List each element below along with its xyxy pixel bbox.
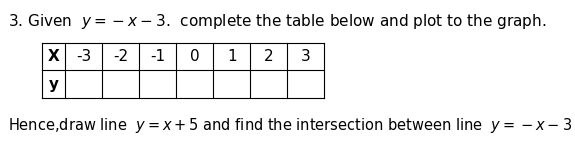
Text: 2: 2 xyxy=(264,49,274,64)
Text: -1: -1 xyxy=(150,49,166,64)
Text: 0: 0 xyxy=(190,49,200,64)
Text: -2: -2 xyxy=(113,49,128,64)
Text: Hence,draw line  $y=x+5$ and find the intersection between line  $y=-x-3$ and  $: Hence,draw line $y=x+5$ and find the int… xyxy=(8,116,575,134)
Text: 3: 3 xyxy=(301,49,310,64)
Text: y: y xyxy=(48,76,59,91)
Text: 1: 1 xyxy=(227,49,237,64)
Text: X: X xyxy=(48,49,59,64)
Text: 3. Given  $y=-x-3$.  complete the table below and plot to the graph.: 3. Given $y=-x-3$. complete the table be… xyxy=(8,12,547,31)
Text: -3: -3 xyxy=(76,49,91,64)
